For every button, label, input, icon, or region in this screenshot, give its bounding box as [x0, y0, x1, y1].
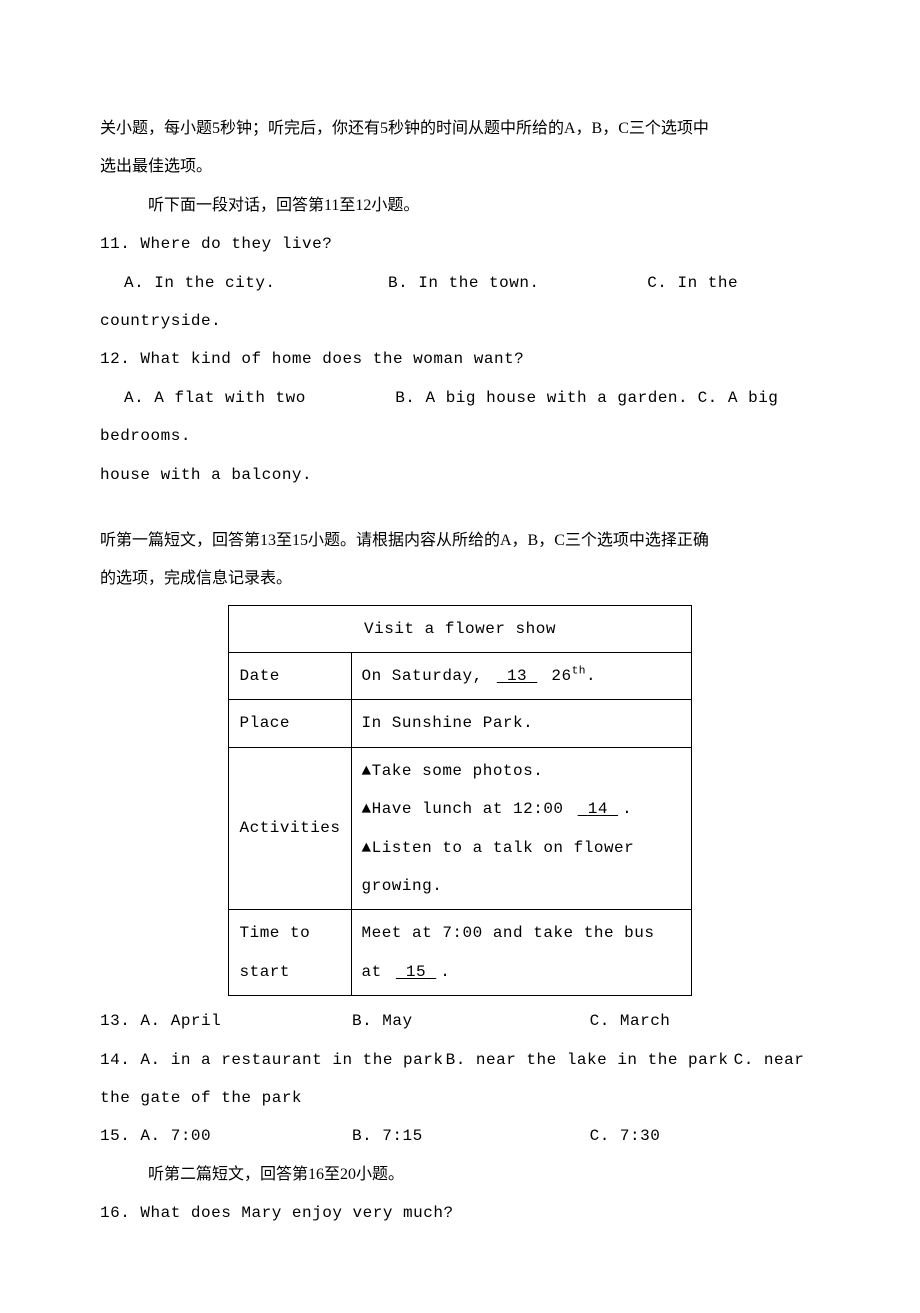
blank-15: 15 [392, 963, 440, 981]
q11-choice-c-cont: countryside. [100, 302, 820, 340]
passage1-intro-line1: 听第一篇短文，回答第13至15小题。请根据内容从所给的A，B，C三个选项中选择正… [100, 522, 820, 560]
q15-choice-c: C. 7:30 [590, 1117, 820, 1155]
passage1-intro-line2: 的选项，完成信息记录表。 [100, 560, 820, 598]
q12-choice-b: B. A big house with a garden. [395, 379, 697, 456]
label-time-2: start [239, 953, 340, 991]
q12-choices: A. A flat with two bedrooms. B. A big ho… [100, 379, 820, 456]
activity-2-before: ▲Have lunch at 12:00 [362, 800, 574, 818]
blank-13-num: 13 [507, 667, 527, 685]
q15-choice-a: 15. A. 7:00 [100, 1117, 352, 1155]
q13-choice-b: B. May [352, 1002, 590, 1040]
time-after: . [440, 963, 450, 981]
blank-14-num: 14 [588, 800, 608, 818]
info-table: Visit a flower show Date On Saturday, 13… [228, 605, 691, 997]
activity-3a: ▲Listen to a talk on flower [362, 829, 681, 867]
table-row-time: Time to start Meet at 7:00 and take the … [229, 910, 691, 996]
blank-14: 14 [574, 800, 622, 818]
date-sup: th [572, 666, 586, 678]
q14-choice-c-cont: the gate of the park [100, 1079, 820, 1117]
q13-choice-a: 13. A. April [100, 1002, 352, 1040]
blank-15-num: 15 [406, 963, 426, 981]
q12-choice-c-cont: house with a balcony. [100, 456, 820, 494]
table-row-activities: Activities ▲Take some photos. ▲Have lunc… [229, 747, 691, 910]
date-text-after-pre: 26 [541, 667, 571, 685]
time-mid: at [362, 963, 392, 981]
blank-13: 13 [493, 667, 541, 685]
intro-line-2: 选出最佳选项。 [100, 148, 820, 186]
activity-2: ▲Have lunch at 12:00 14 . [362, 790, 681, 828]
label-time-1: Time to [239, 914, 340, 952]
q11-choice-a: A. In the city. [100, 264, 388, 302]
q12-stem: 12. What kind of home does the woman wan… [100, 340, 820, 378]
table-title: Visit a flower show [229, 605, 691, 652]
cell-date: On Saturday, 13 26th. [351, 653, 691, 700]
q14-choices: 14. A. in a restaurant in the park B. ne… [100, 1041, 820, 1079]
q13-choices: 13. A. April B. May C. March [100, 1002, 820, 1040]
label-place: Place [229, 700, 351, 747]
label-date: Date [229, 653, 351, 700]
label-activities: Activities [229, 747, 351, 910]
date-text-after-post: . [586, 667, 596, 685]
info-table-wrap: Visit a flower show Date On Saturday, 13… [100, 605, 820, 997]
q15-choice-b: B. 7:15 [352, 1117, 590, 1155]
table-row-title: Visit a flower show [229, 605, 691, 652]
table-row-place: Place In Sunshine Park. [229, 700, 691, 747]
activity-2-after: . [622, 800, 632, 818]
table-row-date: Date On Saturday, 13 26th. [229, 653, 691, 700]
q13-choice-c: C. March [590, 1002, 820, 1040]
time-before: Meet at 7:00 and take the bus [362, 914, 681, 952]
time-line2: at 15 . [362, 953, 681, 991]
q11-choice-b: B. In the town. [388, 264, 647, 302]
q16-stem: 16. What does Mary enjoy very much? [100, 1194, 820, 1232]
q14-choice-b: B. near the lake in the park [446, 1041, 734, 1079]
q12-choice-a: A. A flat with two bedrooms. [100, 379, 395, 456]
cell-activities: ▲Take some photos. ▲Have lunch at 12:00 … [351, 747, 691, 910]
q11-stem: 11. Where do they live? [100, 225, 820, 263]
spacer [100, 494, 820, 522]
activity-3b: growing. [362, 867, 681, 905]
label-time: Time to start [229, 910, 351, 996]
q15-choices: 15. A. 7:00 B. 7:15 C. 7:30 [100, 1117, 820, 1155]
activity-1: ▲Take some photos. [362, 752, 681, 790]
intro-line-1: 关小题，每小题5秒钟；听完后，你还有5秒钟的时间从题中所给的A，B，C三个选项中 [100, 110, 820, 148]
dialogue-intro: 听下面一段对话，回答第11至12小题。 [100, 187, 820, 225]
q12-choice-c: C. A big [698, 379, 820, 456]
q11-choices: A. In the city. B. In the town. C. In th… [100, 264, 820, 302]
q11-choice-c: C. In the [647, 264, 820, 302]
cell-time: Meet at 7:00 and take the bus at 15 . [351, 910, 691, 996]
q14-choice-c: C. near [734, 1041, 820, 1079]
date-text-before: On Saturday, [362, 667, 493, 685]
cell-place: In Sunshine Park. [351, 700, 691, 747]
passage2-intro: 听第二篇短文，回答第16至20小题。 [100, 1156, 820, 1194]
q14-choice-a: 14. A. in a restaurant in the park [100, 1041, 446, 1079]
